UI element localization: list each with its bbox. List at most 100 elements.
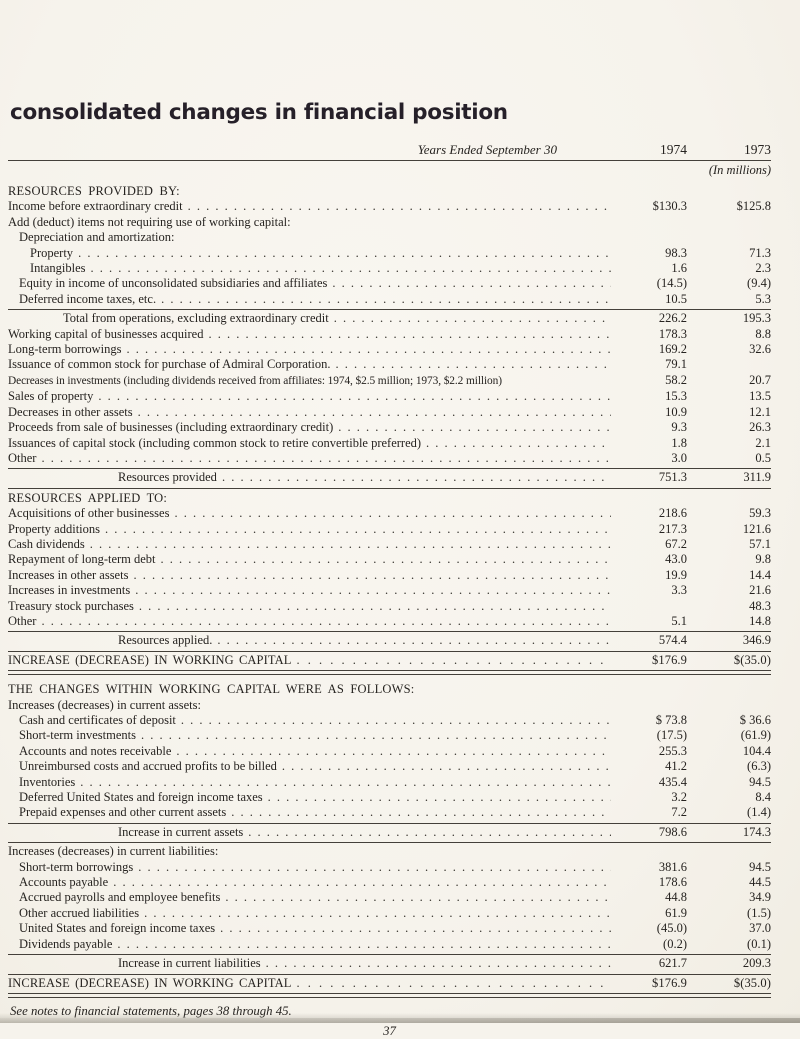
page-title: consolidated changes in financial positi… [10, 100, 508, 125]
table-row: Working capital of businesses acquired . … [8, 327, 771, 342]
value-1973: 2.3 [755, 261, 771, 276]
row-label: INCREASE (DECREASE) IN WORKING CAPITAL [8, 652, 292, 667]
dot-leader: . . . . . . . . . . . . . . . . . . . . … [41, 450, 611, 465]
value-1973: 8.8 [755, 326, 771, 341]
table-row: Short-term borrowings . . . . . . . . . .… [8, 860, 771, 875]
footnote: See notes to financial statements, pages… [10, 1003, 292, 1018]
table-row: Accounts payable . . . . . . . . . . . . … [8, 875, 771, 890]
row-label: RESOURCES APPLIED TO: [8, 490, 168, 505]
single-rule [8, 973, 771, 975]
table-row: Sales of property . . . . . . . . . . . .… [8, 389, 771, 404]
dot-leader: . . . . . . . . . . . . . . . . . . . . … [137, 404, 611, 419]
table-row: Resources provided . . . . . . . . . . . … [8, 470, 771, 485]
table-caption: Years Ended September 30 [417, 142, 557, 157]
table-row: THE CHANGES WITHIN WORKING CAPITAL WERE … [8, 682, 771, 697]
value-1973: (1.4) [747, 805, 771, 820]
value-1973: 121.6 [742, 521, 771, 536]
value-1973: (1.5) [747, 905, 771, 920]
value-1974: $130.3 [652, 199, 687, 214]
value-1974: 67.2 [665, 536, 687, 551]
value-1973: $(35.0) [733, 652, 771, 667]
value-1973: 14.8 [749, 613, 771, 628]
value-1973: 71.3 [749, 245, 771, 260]
dot-leader: . . . . . . . . . . . . . . . . . . . . … [231, 805, 611, 820]
table-row: Increases in other assets . . . . . . . .… [8, 568, 771, 583]
value-1974: 178.3 [658, 326, 687, 341]
page-number: 37 [383, 1023, 396, 1038]
row-label: Cash dividends [8, 536, 85, 551]
value-1973: $125.8 [736, 199, 771, 214]
single-rule [8, 822, 771, 824]
row-label: Prepaid expenses and other current asset… [19, 805, 227, 820]
double-rule [8, 992, 771, 998]
table-row: Increases (decreases) in current liabili… [8, 844, 771, 859]
row-label: Long-term borrowings [8, 342, 122, 357]
table-row: Accrued payrolls and employee benefits . … [8, 890, 771, 905]
value-1974: $176.9 [652, 975, 687, 990]
dot-leader: . . . . . . . . . . . . . . . . . . . . … [161, 291, 611, 306]
col-header-1974: 1974 [660, 142, 687, 157]
row-label: Deferred income taxes, etc. [19, 291, 157, 306]
table-row: Resources applied. . . . . . . . . . . . … [8, 633, 771, 648]
row-label: Add (deduct) items not requiring use of … [8, 214, 291, 229]
row-label: Repayment of long-term debt [8, 552, 156, 567]
dot-leader: . . . . . . . . . . . . . . . . . . . . … [333, 311, 611, 326]
row-label: Unreimbursed costs and accrued profits t… [19, 759, 277, 774]
single-rule [8, 650, 771, 652]
table-row: Cash dividends . . . . . . . . . . . . . … [8, 537, 771, 552]
table-row: INCREASE (DECREASE) IN WORKING CAPITAL . … [8, 653, 771, 668]
value-1973: (0.1) [747, 936, 771, 951]
row-label: Property additions [8, 521, 101, 536]
table-row: Deferred income taxes, etc. . . . . . . .… [8, 292, 771, 307]
row-label: Depreciation and amortization: [19, 230, 175, 245]
table-row: Increases (decreases) in current assets: [8, 698, 771, 713]
single-rule [8, 309, 771, 311]
dot-leader: . . . . . . . . . . . . . . . . . . . . … [144, 905, 611, 920]
dot-leader: . . . . . . . . . . . . . . . . . . . . … [335, 357, 612, 372]
table-row: Prepaid expenses and other current asset… [8, 805, 771, 820]
table-row: Property . . . . . . . . . . . . . . . . … [8, 246, 771, 261]
table-row: Other . . . . . . . . . . . . . . . . . .… [8, 451, 771, 466]
value-1973: 14.4 [749, 567, 771, 582]
table-row: Other accrued liabilities . . . . . . . .… [8, 906, 771, 921]
row-label: Increases (decreases) in current assets: [8, 697, 201, 712]
table-row: Unreimbursed costs and accrued profits t… [8, 759, 771, 774]
value-1973: $ 36.6 [739, 713, 771, 727]
value-1974: 58.2 [665, 372, 687, 387]
row-label: Total from operations, excluding extraor… [63, 311, 329, 326]
table-row: Decreases in other assets . . . . . . . .… [8, 405, 771, 420]
value-1974: 3.3 [671, 583, 687, 598]
value-1973: 5.3 [755, 291, 771, 306]
row-label: Decreases in other assets [8, 404, 133, 419]
dot-leader: . . . . . . . . . . . . . . . . . . . . … [332, 276, 611, 291]
dot-leader: . . . . . . . . . . . . . . . . . . . . … [98, 389, 611, 404]
value-1973: $(35.0) [733, 975, 771, 990]
table-row: Total from operations, excluding extraor… [8, 311, 771, 326]
dot-leader: . . . . . . . . . . . . . . . . . . . . … [296, 652, 611, 667]
row-label: Resources provided [118, 470, 217, 485]
financial-statement-table: Years Ended September 30 1974 1973 (In m… [8, 142, 771, 998]
table-row: Repayment of long-term debt . . . . . . .… [8, 552, 771, 567]
dot-leader: . . . . . . . . . . . . . . . . . . . . … [208, 326, 611, 341]
dot-leader: . . . . . . . . . . . . . . . . . . . . … [225, 890, 611, 905]
row-label: Increases in investments [8, 583, 131, 598]
row-label: INCREASE (DECREASE) IN WORKING CAPITAL [8, 975, 292, 990]
value-1973: 209.3 [742, 956, 771, 971]
value-1974: (45.0) [656, 921, 687, 936]
row-label: Increases (decreases) in current liabili… [8, 844, 219, 859]
dot-leader: . . . . . . . . . . . . . . . . . . . . … [80, 774, 611, 789]
value-1974: $176.9 [652, 652, 687, 667]
table-rows: RESOURCES PROVIDED BY: Income before extr… [8, 184, 771, 998]
table-row: Dividends payable . . . . . . . . . . . .… [8, 937, 771, 952]
units-label: (In millions) [708, 163, 771, 177]
value-1973: 311.9 [743, 470, 771, 485]
value-1973: 94.5 [749, 774, 771, 789]
value-1974: 3.0 [671, 450, 687, 465]
single-rule [8, 631, 771, 633]
value-1973: 32.6 [749, 342, 771, 357]
value-1973: 2.1 [755, 435, 771, 450]
value-1974: 574.4 [658, 633, 687, 648]
value-1974: 169.2 [658, 342, 687, 357]
dot-leader: . . . . . . . . . . . . . . . . . . . . … [78, 245, 611, 260]
row-label: Deferred United States and foreign incom… [19, 790, 263, 805]
